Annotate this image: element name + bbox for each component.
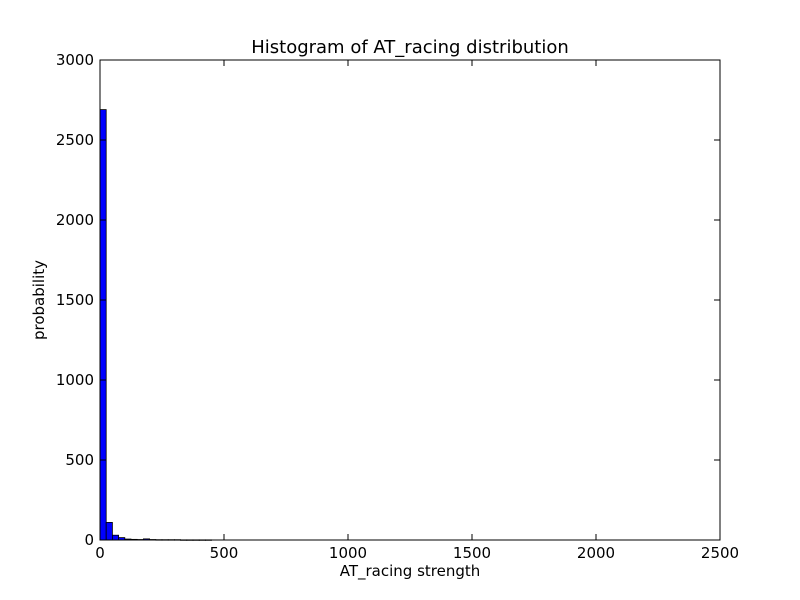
y-tick-label-0: 0 (84, 531, 94, 549)
y-tick-label-1: 500 (65, 451, 94, 469)
x-tick-label-3: 1500 (453, 544, 491, 562)
y-tick-label-5: 2500 (56, 131, 94, 149)
y-axis-ticks: 0 500 1000 1500 2000 2500 3000 (56, 51, 720, 549)
y-tick-label-6: 3000 (56, 51, 94, 69)
y-tick-label-2: 1000 (56, 371, 94, 389)
x-tick-label-5: 2500 (701, 544, 739, 562)
histogram-bar-1 (105, 522, 113, 541)
histogram-bar-2 (112, 534, 120, 541)
x-tick-label-2: 1000 (329, 544, 367, 562)
y-tick-label-4: 2000 (56, 211, 94, 229)
histogram-bar-0 (99, 109, 107, 541)
plot-frame (99, 59, 721, 541)
x-tick-label-0: 0 (95, 544, 105, 562)
x-axis-ticks: 0 500 1000 1500 2000 2500 (95, 60, 739, 562)
chart-title: Histogram of AT_racing distribution (251, 37, 569, 58)
x-axis-label: AT_racing strength (340, 562, 481, 581)
y-axis-label: probability (30, 260, 48, 340)
x-tick-label-1: 500 (210, 544, 239, 562)
y-tick-label-3: 1500 (56, 291, 94, 309)
x-tick-label-4: 2000 (577, 544, 615, 562)
